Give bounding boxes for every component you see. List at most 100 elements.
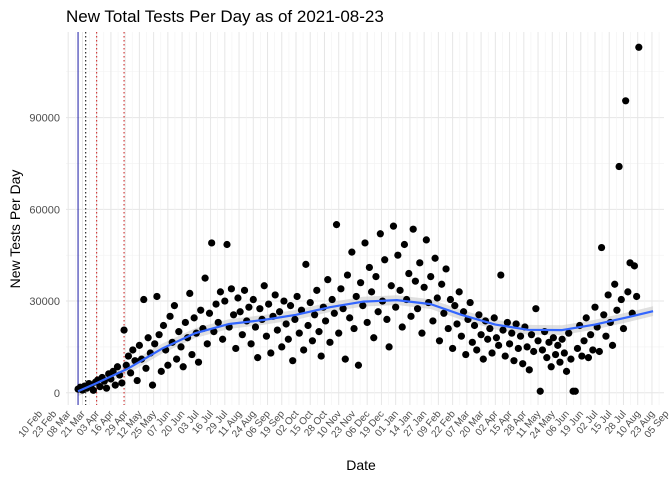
data-point	[510, 357, 518, 365]
data-point	[238, 331, 246, 339]
data-point	[247, 340, 255, 348]
data-point	[278, 343, 286, 351]
data-point	[236, 308, 244, 316]
data-point	[289, 357, 297, 365]
data-point	[547, 363, 555, 371]
data-point	[346, 314, 354, 322]
data-point	[413, 305, 422, 313]
data-point	[271, 291, 279, 299]
data-point	[580, 337, 588, 345]
data-point	[591, 303, 599, 311]
data-point	[608, 341, 617, 349]
data-point	[341, 355, 349, 363]
data-point	[311, 311, 319, 319]
data-point	[389, 222, 398, 230]
data-point	[337, 285, 345, 293]
data-point	[194, 358, 203, 366]
data-point	[354, 361, 363, 369]
data-point	[545, 338, 553, 346]
data-point	[135, 341, 143, 349]
data-point	[427, 272, 435, 281]
data-point	[376, 230, 384, 238]
data-point	[148, 381, 157, 389]
data-point	[420, 283, 428, 291]
data-point	[578, 352, 586, 360]
data-point	[551, 350, 560, 359]
data-point	[153, 292, 161, 301]
data-point	[435, 337, 444, 345]
data-point	[144, 334, 152, 342]
data-point	[411, 277, 419, 285]
data-point	[433, 294, 441, 302]
y-tick-label: 0	[54, 388, 60, 400]
data-point	[205, 309, 214, 317]
data-point	[589, 346, 597, 354]
data-point	[602, 332, 610, 340]
data-point	[440, 309, 448, 317]
data-point	[374, 308, 382, 316]
data-point	[127, 369, 135, 377]
data-point	[392, 303, 400, 311]
data-point	[166, 312, 174, 320]
data-point	[584, 354, 593, 362]
data-point	[317, 352, 325, 360]
data-point	[113, 363, 122, 371]
data-point	[499, 326, 507, 334]
data-point	[567, 355, 575, 363]
data-point	[396, 286, 404, 294]
data-point	[455, 288, 463, 296]
data-point	[519, 360, 527, 368]
data-point	[470, 321, 479, 330]
data-point	[251, 323, 260, 331]
data-point	[525, 366, 533, 374]
data-point	[462, 350, 470, 359]
data-point	[385, 343, 393, 351]
data-point	[600, 311, 608, 319]
data-point	[405, 269, 413, 278]
data-point	[475, 311, 483, 319]
data-point	[164, 361, 172, 369]
data-point	[175, 328, 183, 336]
x-axis-title: Date	[346, 457, 376, 473]
data-point	[234, 294, 242, 302]
data-point	[173, 355, 181, 363]
data-point	[256, 305, 264, 313]
data-point	[527, 331, 536, 339]
data-point	[573, 344, 582, 353]
data-point	[302, 260, 310, 268]
data-point	[140, 295, 148, 304]
data-point	[492, 334, 501, 342]
data-point	[630, 262, 639, 270]
data-point	[328, 295, 336, 304]
data-point	[624, 288, 632, 296]
data-point	[308, 337, 317, 345]
data-point	[190, 314, 198, 322]
data-point	[418, 329, 426, 337]
data-point	[223, 240, 231, 249]
data-point	[159, 321, 168, 330]
data-point	[560, 349, 568, 357]
data-point	[582, 314, 590, 322]
data-point	[221, 297, 229, 305]
y-tick-label: 30000	[29, 296, 60, 308]
data-point	[635, 43, 643, 51]
data-point	[479, 355, 487, 363]
data-point	[530, 347, 538, 356]
data-point	[514, 344, 522, 353]
data-point	[597, 243, 606, 252]
data-point	[265, 300, 273, 308]
data-point	[96, 383, 104, 391]
data-point	[622, 97, 630, 105]
data-point	[181, 318, 189, 327]
data-point	[133, 376, 141, 385]
data-point	[214, 318, 222, 327]
data-point	[422, 236, 430, 244]
data-point	[286, 302, 295, 310]
data-point	[300, 346, 308, 354]
data-point	[227, 285, 235, 293]
data-point	[245, 303, 253, 311]
data-point	[370, 334, 378, 342]
data-point	[571, 387, 579, 395]
vertical-reference-lines	[77, 32, 125, 405]
